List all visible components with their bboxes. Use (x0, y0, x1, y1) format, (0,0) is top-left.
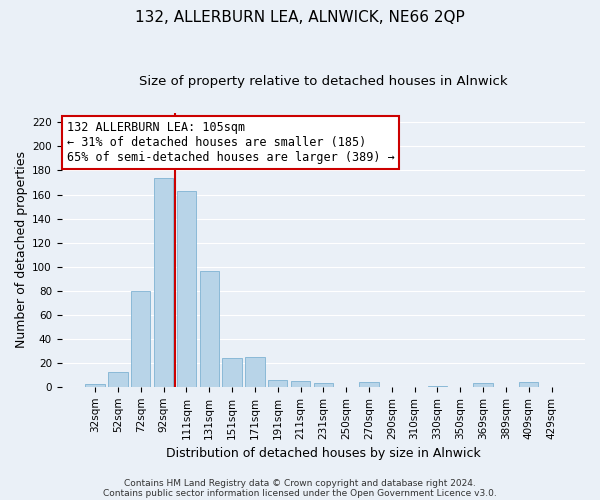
Bar (291, 381, 310, 387)
Text: 132 ALLERBURN LEA: 105sqm
← 31% of detached houses are smaller (185)
65% of semi: 132 ALLERBURN LEA: 105sqm ← 31% of detac… (67, 121, 395, 164)
Text: 132, ALLERBURN LEA, ALNWICK, NE66 2QP: 132, ALLERBURN LEA, ALNWICK, NE66 2QP (135, 10, 465, 25)
Bar (473, 383, 493, 387)
Bar (131, 290, 151, 387)
Title: Size of property relative to detached houses in Alnwick: Size of property relative to detached ho… (139, 75, 508, 88)
Bar (428, 386, 447, 387)
Bar (223, 358, 242, 387)
Bar (200, 272, 219, 387)
Bar (245, 357, 265, 387)
Bar (268, 380, 287, 387)
Bar (519, 382, 538, 387)
Bar (359, 382, 379, 387)
Bar (177, 191, 196, 387)
X-axis label: Distribution of detached houses by size in Alnwick: Distribution of detached houses by size … (166, 447, 481, 460)
Bar (85, 384, 105, 387)
Bar (314, 383, 333, 387)
Text: Contains public sector information licensed under the Open Government Licence v3: Contains public sector information licen… (103, 488, 497, 498)
Y-axis label: Number of detached properties: Number of detached properties (15, 152, 28, 348)
Text: Contains HM Land Registry data © Crown copyright and database right 2024.: Contains HM Land Registry data © Crown c… (124, 478, 476, 488)
Bar (154, 178, 173, 387)
Bar (108, 372, 128, 387)
